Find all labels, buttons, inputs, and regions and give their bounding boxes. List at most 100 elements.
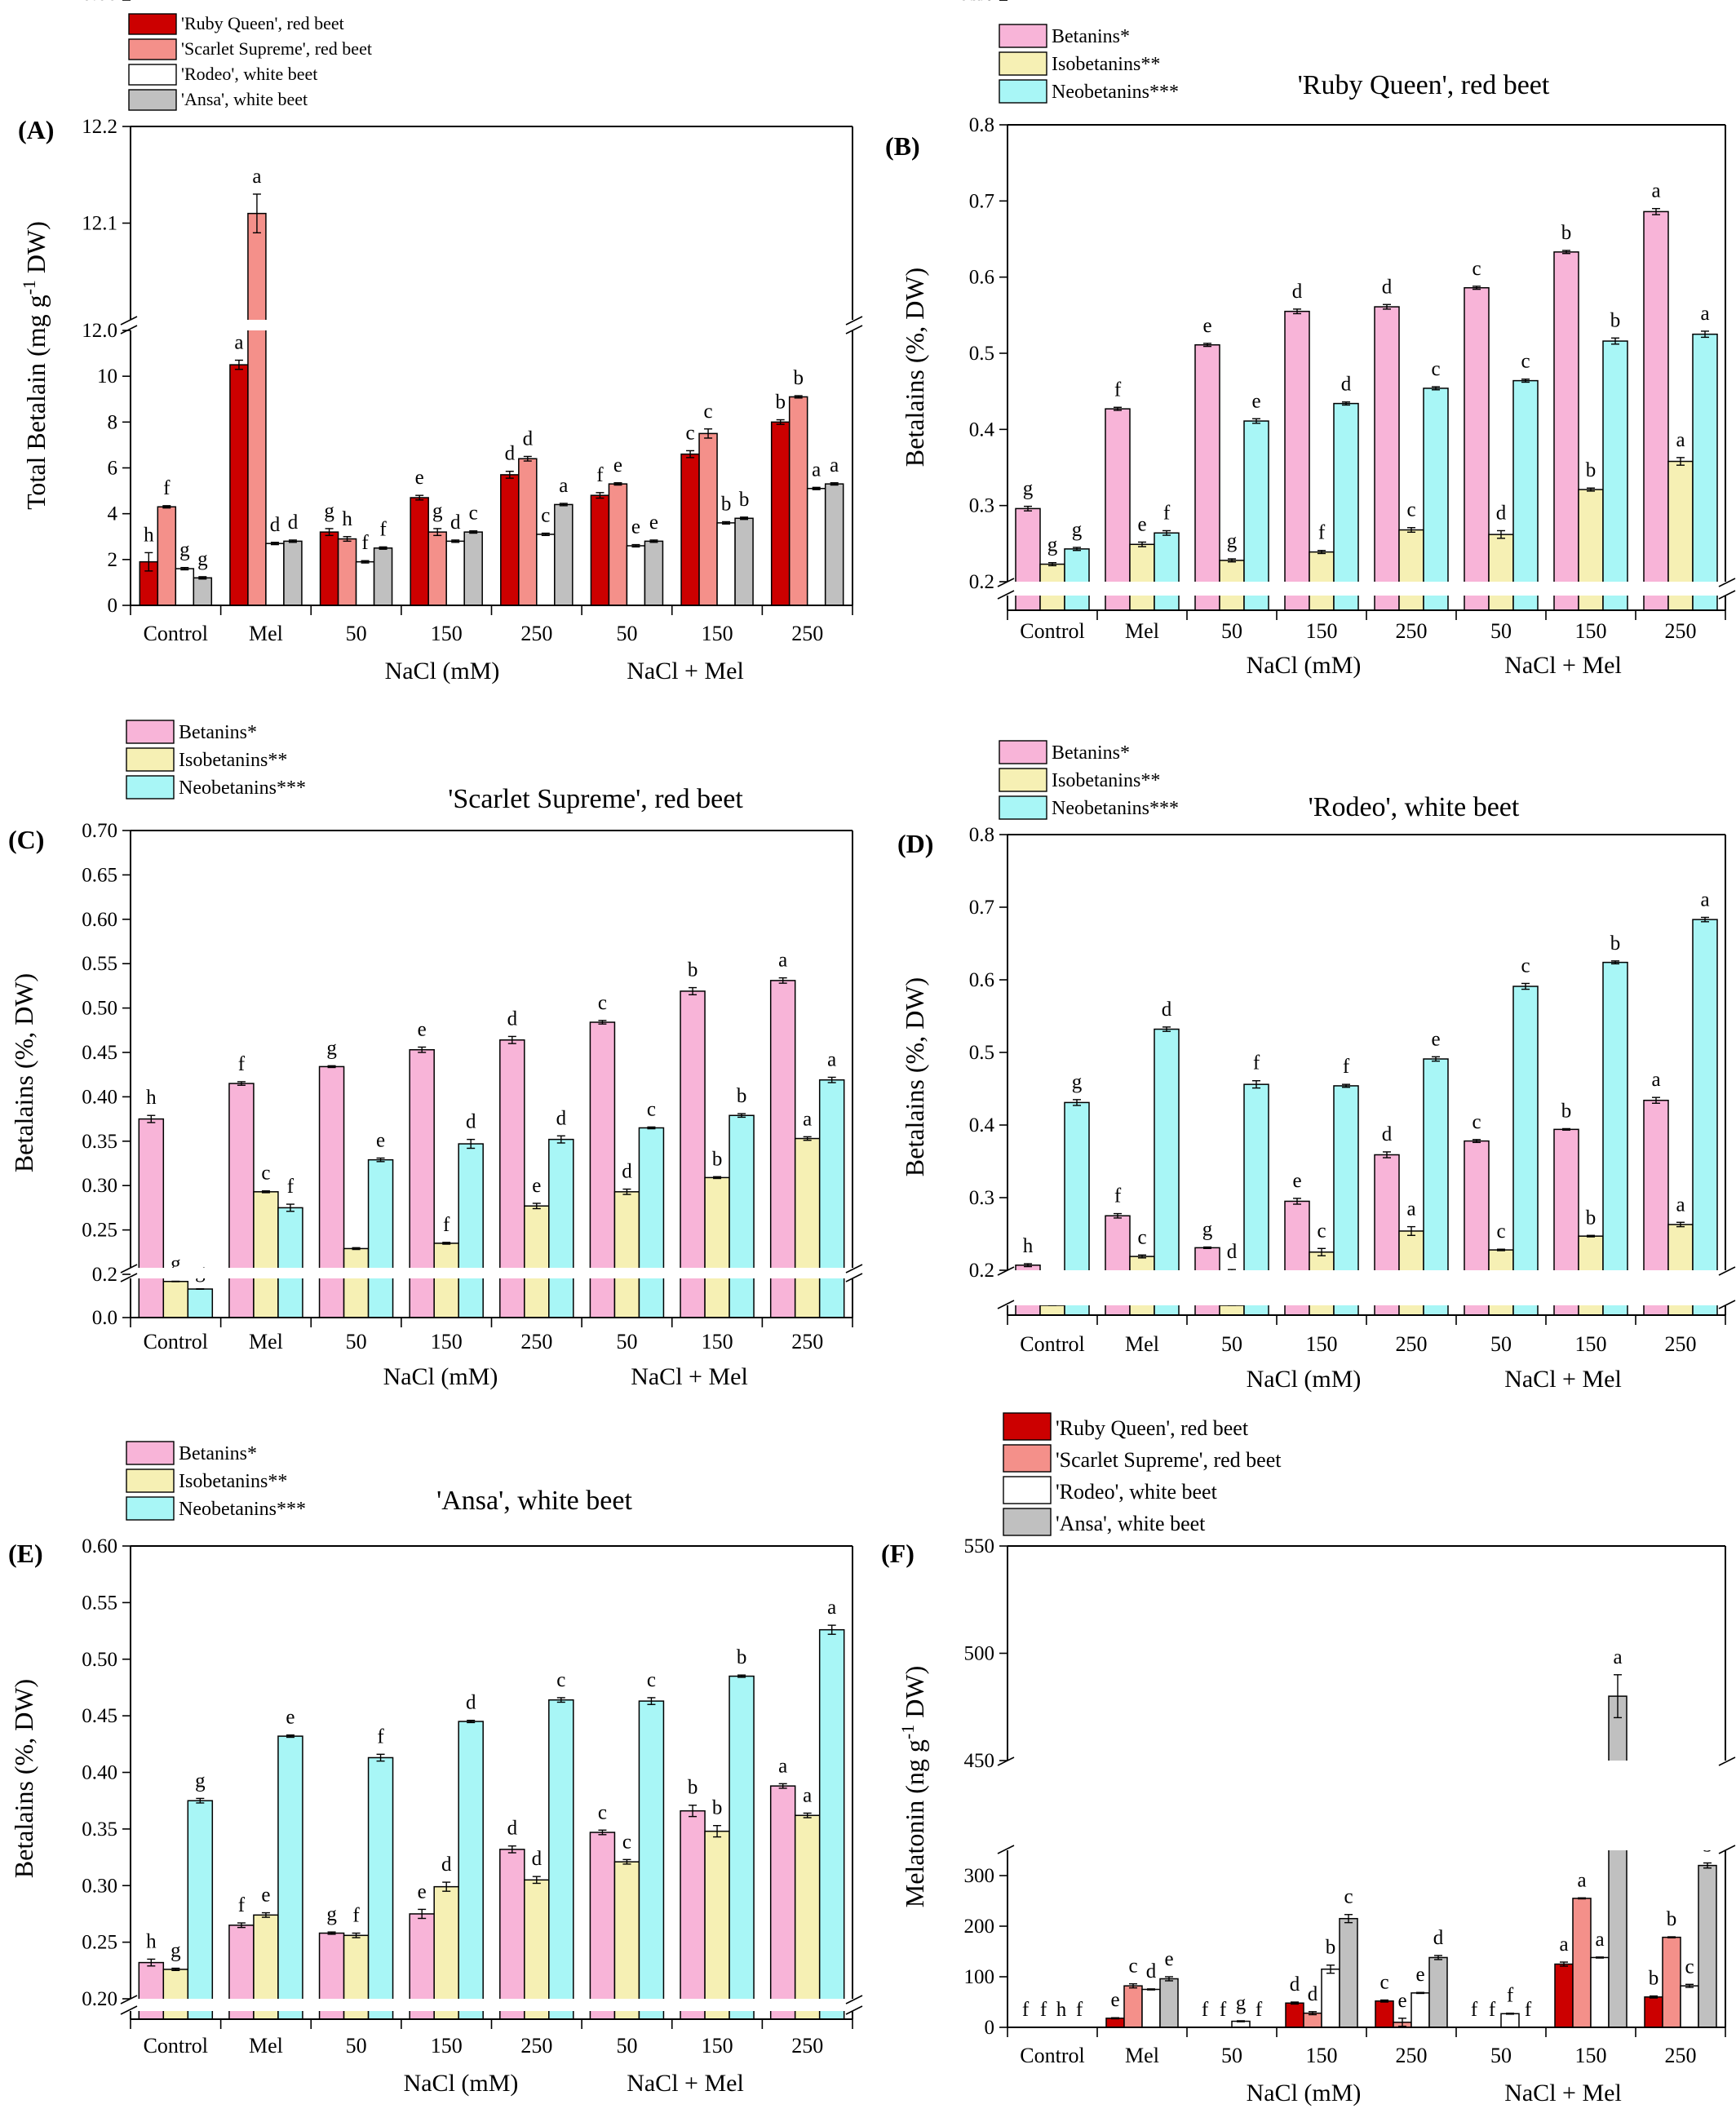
bar (427, 531, 447, 606)
axis-break-mark (120, 1995, 138, 2004)
axis-break-mark (120, 2005, 138, 2015)
x-tick-label: Mel (249, 622, 283, 645)
legend-entry: Neobetanins*** (179, 777, 306, 799)
bar (1159, 1978, 1179, 2028)
significance-letter: c (598, 1801, 607, 1823)
legend: 'Ruby Queen', red beet 'Scarlet Supreme',… (1003, 1412, 1282, 1536)
significance-letter: b (737, 1646, 747, 1668)
x-group-label-nacl-mel: NaCl + Mel (627, 658, 744, 684)
bar (367, 1158, 394, 1318)
significance-letter: d (1382, 1123, 1393, 1145)
significance-letter: b (1561, 1100, 1572, 1122)
y-tick-label: 10 (97, 365, 117, 388)
bar (680, 990, 706, 1318)
bar (536, 534, 556, 606)
x-tick-label: Mel (1125, 619, 1159, 643)
legend-entry: Neobetanins*** (1052, 82, 1179, 103)
y-tick-label: 0.0 (969, 0, 994, 5)
significance-letter: f (163, 477, 170, 499)
x-tick-label: 50 (346, 622, 367, 645)
bar (1284, 310, 1310, 611)
y-tick-label: 0.4 (969, 1114, 995, 1136)
significance-letter: d (1433, 1927, 1444, 1949)
y-tick-label: 0.70 (82, 820, 117, 842)
y-tick-label: 0.2 (969, 1260, 994, 1282)
y-tick-label: 0.35 (82, 1818, 117, 1841)
bar (806, 488, 826, 606)
axis-break-mark (997, 1756, 1015, 1766)
significance-letter: e (532, 1175, 541, 1197)
bar (794, 1814, 821, 2020)
significance-letter: d (466, 1692, 476, 1714)
y-tick-label: 0.65 (82, 864, 117, 886)
significance-letter: c (686, 422, 695, 444)
significance-letter: d (505, 443, 516, 465)
significance-letter: e (261, 1885, 270, 1907)
panel-b: (B) 'Ruby Queen', red beet Betalains (%, D… (885, 0, 1736, 679)
axis-break-mark (1718, 1756, 1736, 1766)
significance-letter: c (1344, 1886, 1353, 1908)
significance-letter: e (1110, 1989, 1119, 2011)
y-tick-label: 12.0 (82, 320, 117, 342)
x-group-label-nacl: NaCl (mM) (1247, 652, 1362, 679)
significance-letter: c (1431, 358, 1440, 380)
legend-swatch (1003, 1476, 1052, 1504)
axis-break-mark (845, 1273, 863, 1282)
legend-entry: Isobetanins** (1052, 770, 1160, 791)
y-axis-label: Betalains (%, DW) (900, 268, 929, 467)
y-axis-label-end: DW) (21, 221, 51, 280)
x-tick-label: 250 (1665, 1332, 1697, 1356)
significance-letter: g (1023, 478, 1034, 500)
significance-letter: e (418, 1880, 427, 1903)
significance-letter: a (1700, 303, 1709, 325)
bar (1512, 379, 1539, 611)
significance-letter: b (775, 392, 786, 414)
axis-break-mark (997, 1300, 1015, 1309)
bar (1129, 543, 1155, 611)
y-axis-label: Betalains (%, DW) (9, 973, 38, 1172)
bar (716, 522, 736, 606)
panel-label: (C) (8, 825, 44, 854)
bar (1512, 986, 1539, 1316)
significance-letter: b (721, 493, 732, 515)
bar (698, 432, 718, 606)
significance-letter: f (596, 464, 604, 486)
y-tick-label: 0.55 (82, 1592, 117, 1614)
bar (769, 1785, 796, 2020)
significance-letter: d (1496, 502, 1507, 524)
significance-letter: a (1406, 1198, 1415, 1220)
y-tick-label: 0.2 (969, 571, 994, 593)
x-tick-label: 250 (1665, 2044, 1697, 2067)
significance-letter: d (270, 514, 281, 536)
chart-title: 'Ansa', white beet (436, 1486, 632, 1516)
axis-break-mark (120, 1264, 138, 1274)
bar (644, 540, 664, 606)
bar (1039, 1305, 1065, 1316)
significance-letter: c (1521, 955, 1530, 977)
significance-letter: d (507, 1818, 518, 1840)
x-tick-label: 250 (1396, 1332, 1428, 1356)
legend-swatch (126, 1468, 175, 1493)
significance-letter: a (803, 1108, 812, 1130)
significance-letter: b (712, 1797, 723, 1819)
significance-letter: d (288, 512, 299, 534)
legend: Betanins* Isobetanins** Neobetanins*** (999, 740, 1179, 820)
bar (277, 1207, 303, 1318)
bar (355, 560, 375, 606)
y-tick-label: 0.25 (82, 1932, 117, 1954)
significance-letter: d (450, 512, 461, 534)
chart-title: 'Scarlet Supreme', red beet (448, 784, 743, 814)
significance-letter: a (1577, 1869, 1586, 1891)
significance-letter: c (556, 1669, 565, 1691)
panel-a: (A)Total Betalain (mg g-1 DW)hagedfcbfah… (18, 13, 863, 684)
legend-swatch (128, 13, 177, 35)
bar (433, 1885, 459, 2020)
axis-break-mark (997, 590, 1015, 600)
bar (162, 1969, 189, 2020)
legend-entry: 'Scarlet Supreme', red beet (1056, 1448, 1282, 1472)
bar (433, 1243, 459, 1318)
x-tick-label: 50 (616, 622, 637, 645)
